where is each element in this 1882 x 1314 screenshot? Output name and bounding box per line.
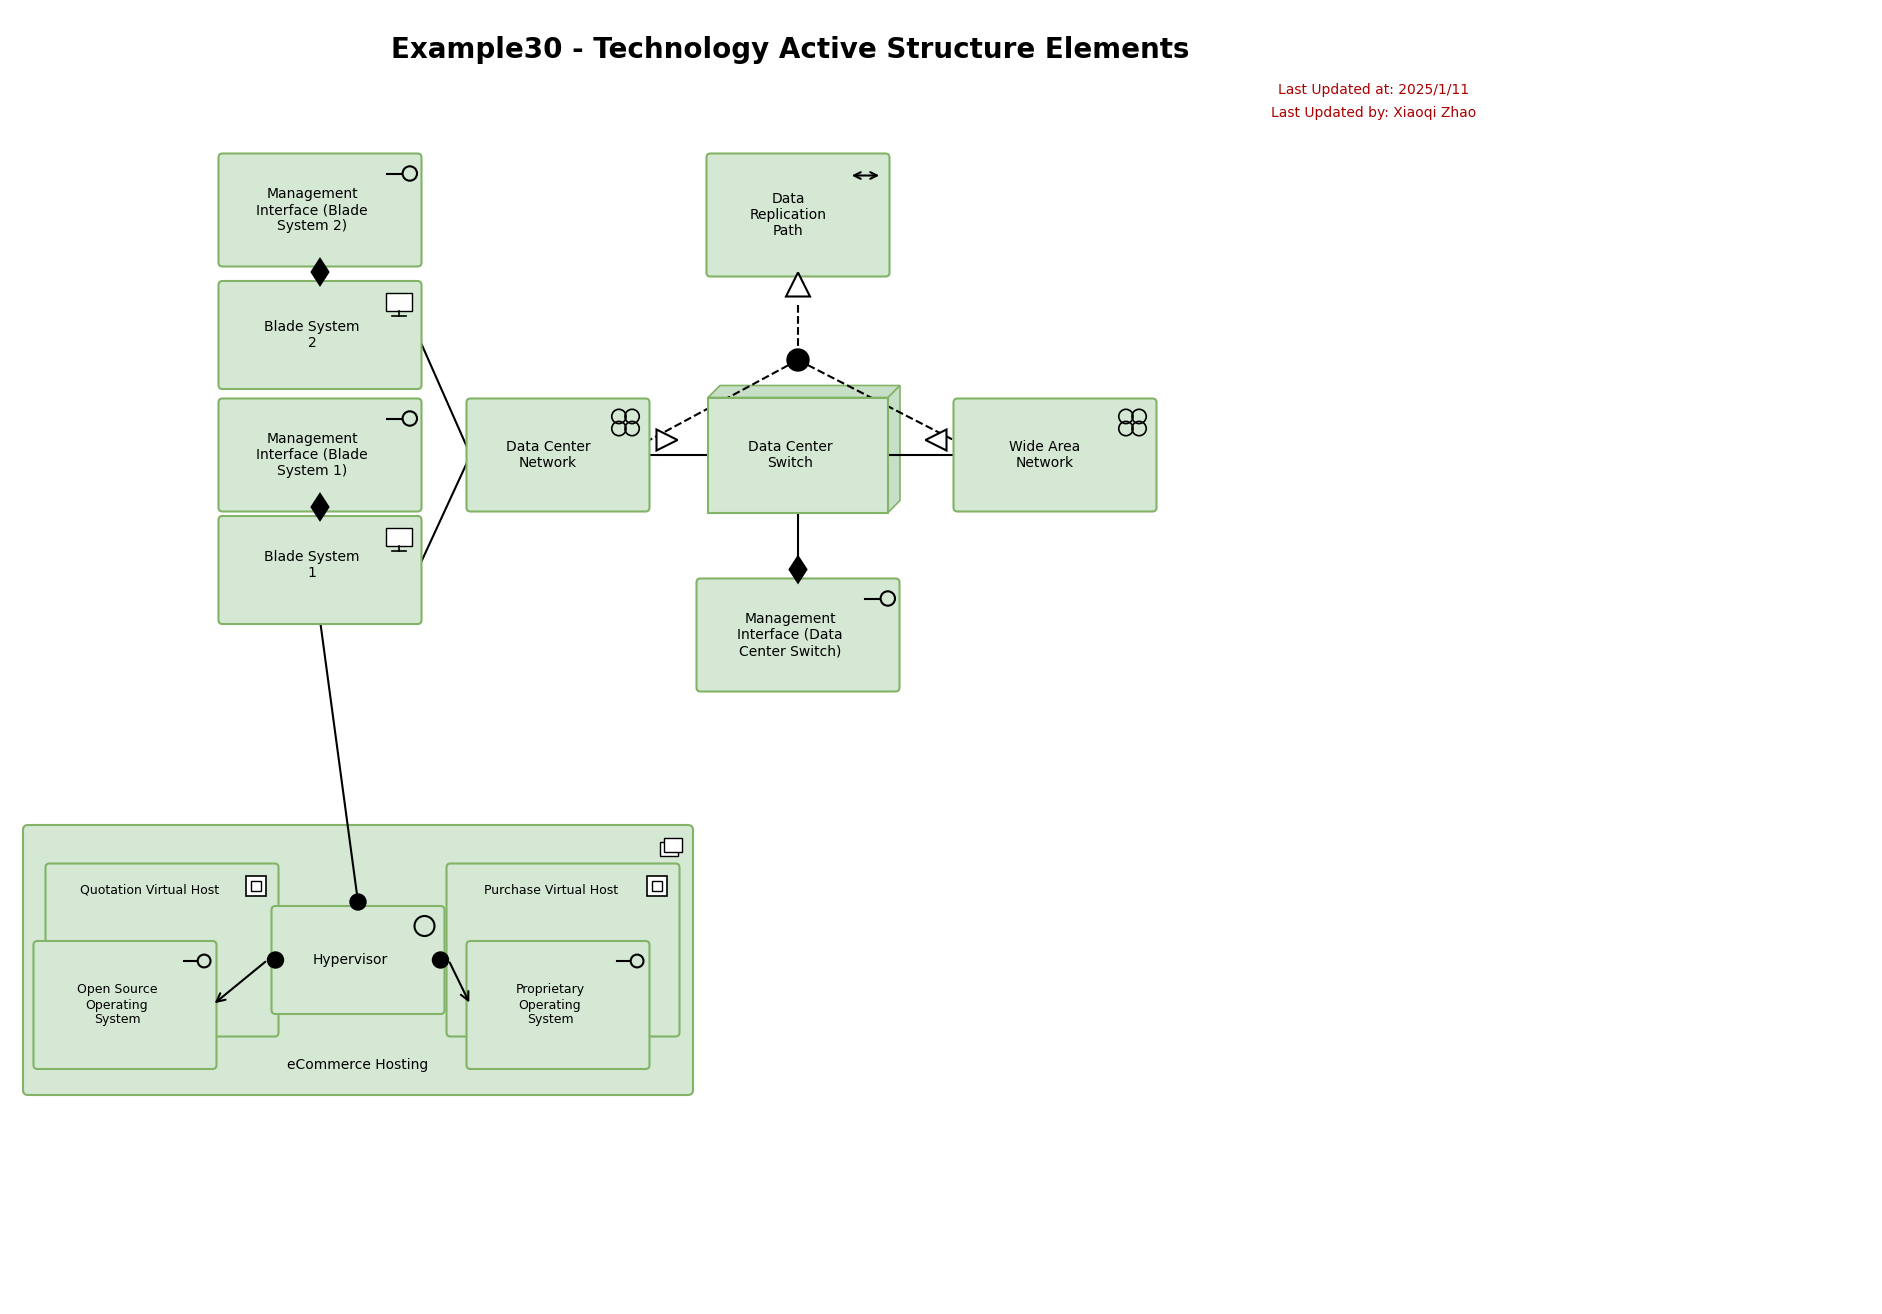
FancyBboxPatch shape — [386, 528, 412, 547]
Text: Wide Area
Network: Wide Area Network — [1009, 440, 1080, 470]
Polygon shape — [312, 259, 329, 285]
Circle shape — [350, 894, 365, 911]
Text: Last Updated by: Xiaoqi Zhao: Last Updated by: Xiaoqi Zhao — [1270, 106, 1477, 120]
Text: Data Center
Switch: Data Center Switch — [747, 440, 832, 470]
Text: Hypervisor: Hypervisor — [312, 953, 388, 967]
FancyBboxPatch shape — [647, 875, 668, 896]
FancyBboxPatch shape — [247, 875, 267, 896]
Circle shape — [787, 350, 809, 371]
Text: Purchase Virtual Host: Purchase Virtual Host — [484, 883, 617, 896]
FancyBboxPatch shape — [45, 863, 279, 1037]
Text: Management
Interface (Data
Center Switch): Management Interface (Data Center Switch… — [738, 612, 843, 658]
FancyBboxPatch shape — [696, 578, 900, 691]
FancyBboxPatch shape — [653, 880, 662, 891]
Polygon shape — [708, 385, 900, 398]
FancyBboxPatch shape — [218, 154, 422, 267]
FancyBboxPatch shape — [954, 398, 1157, 511]
FancyBboxPatch shape — [664, 838, 681, 851]
FancyBboxPatch shape — [23, 825, 693, 1095]
Circle shape — [433, 953, 448, 968]
FancyBboxPatch shape — [467, 398, 649, 511]
FancyBboxPatch shape — [386, 293, 412, 311]
Text: Management
Interface (Blade
System 1): Management Interface (Blade System 1) — [256, 432, 367, 478]
Text: Quotation Virtual Host: Quotation Virtual Host — [81, 883, 220, 896]
Polygon shape — [312, 494, 329, 520]
FancyBboxPatch shape — [708, 398, 888, 512]
FancyBboxPatch shape — [252, 880, 262, 891]
Text: Blade System
1: Blade System 1 — [263, 549, 359, 579]
Polygon shape — [888, 385, 900, 512]
FancyBboxPatch shape — [218, 516, 422, 624]
FancyBboxPatch shape — [446, 863, 679, 1037]
Text: eCommerce Hosting: eCommerce Hosting — [288, 1058, 429, 1072]
FancyBboxPatch shape — [34, 941, 216, 1070]
Polygon shape — [787, 272, 809, 297]
Text: Blade System
2: Blade System 2 — [263, 319, 359, 350]
Text: Management
Interface (Blade
System 2): Management Interface (Blade System 2) — [256, 187, 367, 233]
Text: Data
Replication
Path: Data Replication Path — [749, 192, 826, 238]
Circle shape — [267, 953, 284, 968]
FancyBboxPatch shape — [271, 905, 444, 1014]
Polygon shape — [657, 430, 678, 451]
Text: Proprietary
Operating
System: Proprietary Operating System — [516, 983, 585, 1026]
FancyBboxPatch shape — [218, 281, 422, 389]
Polygon shape — [926, 430, 947, 451]
Text: Open Source
Operating
System: Open Source Operating System — [77, 983, 158, 1026]
Text: Example30 - Technology Active Structure Elements: Example30 - Technology Active Structure … — [391, 35, 1189, 64]
FancyBboxPatch shape — [467, 941, 649, 1070]
Text: Last Updated at: 2025/1/11: Last Updated at: 2025/1/11 — [1278, 83, 1470, 97]
Polygon shape — [790, 557, 807, 582]
Text: Data Center
Network: Data Center Network — [506, 440, 591, 470]
FancyBboxPatch shape — [661, 842, 678, 855]
FancyBboxPatch shape — [706, 154, 890, 276]
FancyBboxPatch shape — [218, 398, 422, 511]
